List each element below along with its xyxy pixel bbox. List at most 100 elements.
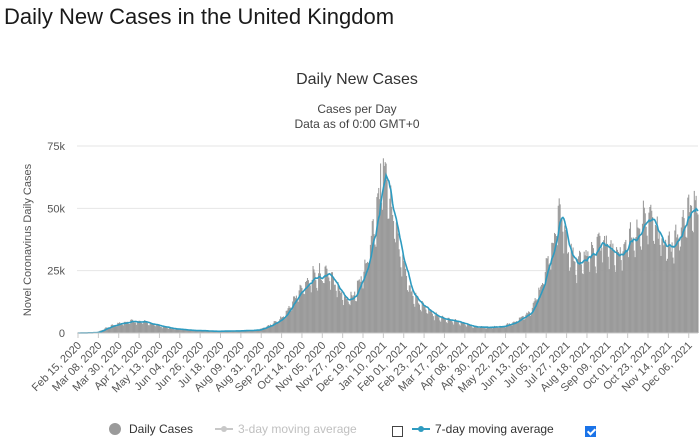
daily-bar	[294, 298, 297, 333]
daily-bar	[411, 290, 413, 333]
daily-bar	[155, 326, 157, 333]
daily-bar	[606, 245, 608, 333]
daily-bar	[500, 325, 502, 333]
daily-bar	[547, 256, 549, 333]
daily-bar	[417, 295, 419, 333]
daily-bar	[580, 264, 582, 333]
daily-bar	[643, 207, 645, 333]
daily-bar	[603, 235, 606, 333]
daily-bar	[508, 323, 510, 333]
three-day-checkbox[interactable]	[392, 426, 403, 437]
daily-bar	[516, 321, 518, 333]
daily-bar	[693, 190, 695, 333]
daily-bar	[477, 327, 479, 333]
legend-daily-cases[interactable]: Daily Cases	[108, 422, 193, 436]
daily-bar	[293, 296, 295, 333]
daily-bar	[169, 327, 171, 333]
daily-bar	[210, 330, 212, 333]
daily-bar	[636, 219, 638, 333]
daily-bar	[566, 253, 569, 333]
daily-bar	[561, 217, 563, 333]
daily-bar	[464, 324, 466, 333]
daily-bar	[392, 215, 394, 333]
daily-bar	[186, 330, 188, 333]
three-day-line-icon	[215, 426, 233, 432]
daily-bar	[646, 235, 648, 333]
daily-bar	[617, 251, 619, 333]
daily-bar	[174, 329, 176, 333]
daily-bar	[641, 223, 644, 333]
daily-bar	[559, 204, 561, 333]
daily-bar	[349, 305, 351, 333]
daily-bar	[321, 281, 323, 333]
daily-bar	[179, 329, 181, 333]
daily-bar	[515, 321, 517, 333]
daily-bar	[139, 320, 141, 333]
legend-7-day-average[interactable]: 7-day moving average	[412, 422, 554, 436]
daily-bar	[103, 329, 105, 333]
daily-bar	[296, 300, 298, 333]
daily-bar	[635, 237, 637, 333]
seven-day-checkbox[interactable]	[585, 426, 596, 437]
daily-bar	[428, 309, 430, 333]
daily-bar	[572, 247, 574, 333]
daily-bar	[665, 239, 667, 333]
daily-bar	[200, 331, 202, 333]
daily-bar	[640, 246, 642, 333]
daily-bar	[191, 330, 193, 333]
daily-bar	[350, 291, 352, 333]
daily-bar	[689, 212, 691, 333]
daily-bar	[579, 250, 581, 333]
daily-bar	[203, 330, 205, 333]
daily-bar	[151, 323, 153, 333]
daily-bar	[612, 243, 614, 333]
page-title: Daily New Cases in the United Kingdom	[4, 4, 395, 29]
daily-bar	[372, 219, 374, 333]
daily-bar	[555, 236, 557, 333]
daily-bar	[471, 327, 473, 333]
daily-bar	[468, 325, 470, 333]
daily-bar	[474, 325, 476, 333]
daily-bar	[417, 303, 420, 333]
legend-3-day-average[interactable]: 3-day moving average	[215, 422, 357, 436]
daily-bar	[221, 331, 223, 333]
daily-bar	[256, 329, 259, 333]
daily-bar	[218, 331, 220, 333]
daily-bar	[362, 288, 364, 333]
daily-bar	[290, 307, 292, 333]
daily-bar	[661, 238, 663, 333]
daily-bar	[137, 321, 139, 333]
daily-bar	[542, 284, 545, 333]
daily-bar	[204, 330, 206, 333]
daily-bar	[565, 229, 567, 333]
daily-bar	[245, 330, 247, 333]
daily-bar	[149, 323, 151, 333]
daily-bar	[489, 327, 491, 333]
daily-bar	[187, 330, 189, 333]
y-tick-label: 75k	[47, 141, 65, 153]
daily-bar	[140, 321, 142, 333]
daily-bar	[278, 322, 280, 333]
daily-bar	[455, 320, 458, 333]
daily-bar	[475, 326, 477, 333]
daily-bar	[346, 298, 348, 333]
daily-bar	[590, 256, 592, 333]
daily-bar	[122, 325, 124, 333]
daily-bar	[328, 277, 330, 333]
daily-bar	[161, 328, 163, 333]
daily-bar	[291, 310, 293, 333]
daily-bar	[548, 264, 550, 333]
daily-bar	[405, 268, 407, 333]
daily-bar	[517, 321, 519, 333]
daily-bar	[175, 328, 177, 333]
daily-bar	[649, 207, 651, 333]
daily-bar	[152, 324, 154, 333]
daily-bar	[479, 327, 481, 333]
daily-bar	[696, 212, 698, 333]
daily-bar	[365, 263, 367, 333]
daily-bar	[552, 242, 554, 333]
daily-bar	[687, 197, 689, 333]
daily-bar	[226, 331, 228, 333]
daily-bar	[368, 261, 371, 333]
daily-bar	[483, 327, 485, 333]
